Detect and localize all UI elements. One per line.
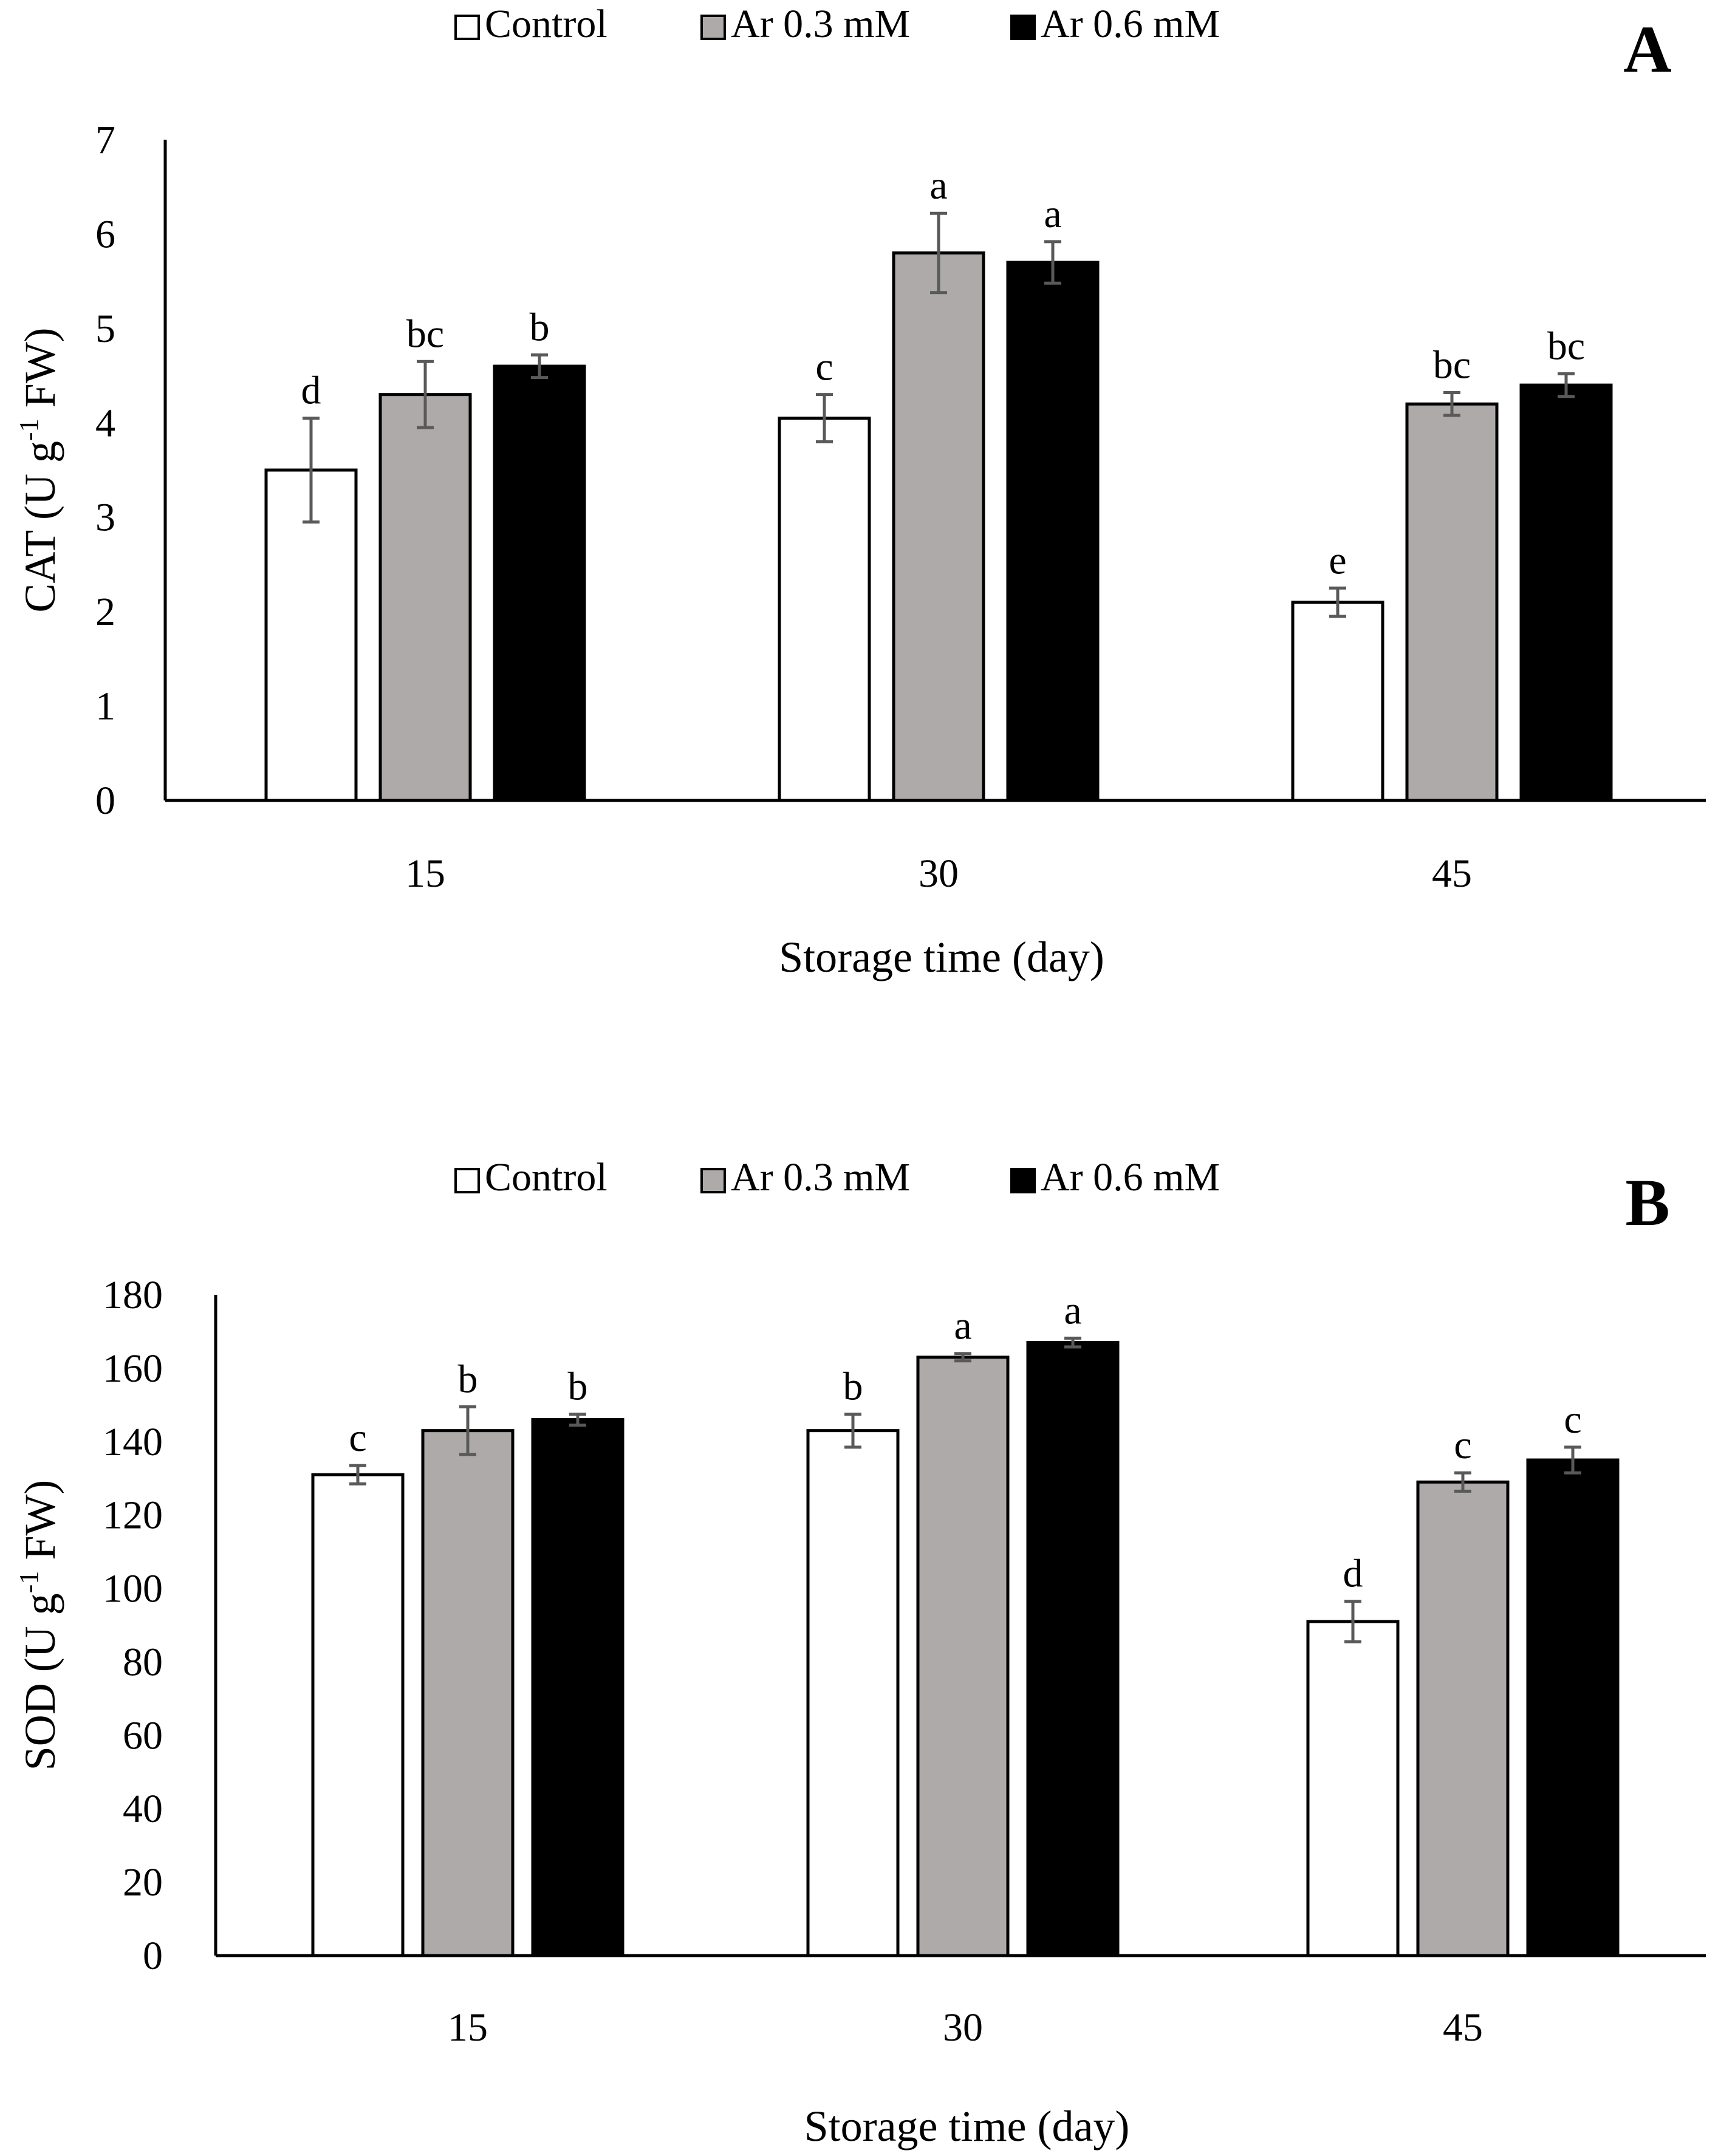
y-tick-label: 7 xyxy=(95,118,115,162)
significance-letter: bc xyxy=(1433,343,1471,387)
bar-control-45 xyxy=(1306,1620,1400,1957)
significance-letter: d xyxy=(1343,1552,1363,1596)
significance-letter: b xyxy=(530,305,550,349)
bar-ar-0-3-mm-45 xyxy=(1405,402,1499,802)
y-tick-label: 3 xyxy=(95,496,115,540)
bar-ar-0-6-mm-30 xyxy=(1026,1341,1120,1957)
y-tick-label: 120 xyxy=(103,1493,163,1538)
significance-letter: d xyxy=(301,369,321,413)
bar-control-15 xyxy=(311,1473,405,1957)
legend-swatch-0 xyxy=(454,1168,480,1193)
legend-label-0: Control xyxy=(485,1155,607,1199)
y-axis-label-main: CAT (U g xyxy=(16,441,64,613)
legend-label-1: Ar 0.3 mM xyxy=(731,2,910,46)
x-tick-label: 30 xyxy=(943,2005,983,2050)
significance-letter: e xyxy=(1329,538,1346,582)
y-axis-label-sup: -1 xyxy=(14,1571,44,1594)
y-tick-label: 160 xyxy=(103,1346,163,1391)
y-axis-label-end: FW) xyxy=(16,1480,64,1571)
x-tick-label: 15 xyxy=(448,2005,488,2050)
significance-letter: a xyxy=(1044,192,1061,236)
bar-ar-0-6-mm-15 xyxy=(493,364,586,802)
significance-letter: a xyxy=(929,163,947,208)
y-tick-label: 2 xyxy=(95,590,115,634)
significance-letter: c xyxy=(349,1416,366,1460)
x-tick-label: 15 xyxy=(405,851,445,896)
legend-label-2: Ar 0.6 mM xyxy=(1041,1155,1220,1199)
bar-control-15 xyxy=(264,468,358,802)
y-tick-label: 80 xyxy=(123,1640,163,1684)
legend-swatch-1 xyxy=(700,15,726,40)
panel-label: B xyxy=(1625,1165,1669,1240)
y-axis-label-main: SOD (U g xyxy=(16,1593,64,1770)
bar-ar-0-6-mm-45 xyxy=(1519,383,1613,802)
x-axis-label: Storage time (day) xyxy=(804,2102,1130,2151)
bar-ar-0-6-mm-30 xyxy=(1006,261,1100,802)
significance-letter: b xyxy=(458,1357,478,1401)
chart-panel-b: Control Ar 0.3 mM Ar 0.6 mM B 0 20 40 60 80 100 12… xyxy=(14,1155,1706,2151)
legend-swatch-2 xyxy=(1010,1168,1036,1193)
bar-control-45 xyxy=(1291,601,1384,802)
x-axis-label: Storage time (day) xyxy=(779,933,1104,981)
y-tick-label: 180 xyxy=(103,1273,163,1317)
bar-control-30 xyxy=(778,417,871,802)
y-tick-label: 1 xyxy=(95,684,115,729)
y-tick-label: 60 xyxy=(123,1713,163,1758)
x-tick-label: 45 xyxy=(1432,851,1472,896)
legend-label-2: Ar 0.6 mM xyxy=(1041,2,1220,46)
y-tick-label: 5 xyxy=(95,307,115,351)
y-tick-label: 40 xyxy=(123,1787,163,1831)
bar-ar-0-6-mm-15 xyxy=(531,1418,625,1957)
significance-letter: c xyxy=(815,345,833,389)
significance-letter: b xyxy=(843,1364,863,1408)
legend-label-0: Control xyxy=(485,2,607,46)
significance-letter: c xyxy=(1564,1397,1581,1442)
x-tick-label: 30 xyxy=(919,851,959,896)
bar-ar-0-3-mm-30 xyxy=(892,251,985,802)
bar-ar-0-3-mm-30 xyxy=(916,1356,1010,1957)
y-tick-label: 0 xyxy=(143,1934,163,1978)
y-axis-label: CAT (U g-1 FW) xyxy=(14,327,64,612)
legend-swatch-2 xyxy=(1010,15,1036,40)
y-tick-label: 140 xyxy=(103,1420,163,1464)
panel-label: A xyxy=(1623,12,1671,86)
significance-letter: bc xyxy=(1547,324,1585,368)
bar-ar-0-3-mm-15 xyxy=(378,393,472,802)
y-tick-label: 100 xyxy=(103,1567,163,1611)
y-tick-label: 6 xyxy=(95,212,115,256)
bar-ar-0-6-mm-45 xyxy=(1526,1458,1620,1957)
significance-letter: a xyxy=(954,1304,971,1348)
bar-ar-0-3-mm-15 xyxy=(421,1429,515,1957)
legend-label-1: Ar 0.3 mM xyxy=(731,1155,910,1199)
x-tick-label: 45 xyxy=(1443,2005,1483,2050)
y-tick-label: 0 xyxy=(95,779,115,823)
legend-swatch-0 xyxy=(454,15,480,40)
significance-letter: a xyxy=(1064,1288,1081,1332)
significance-letter: bc xyxy=(406,312,444,356)
significance-letter: c xyxy=(1454,1423,1471,1467)
y-axis-label: SOD (U g-1 FW) xyxy=(14,1480,64,1771)
y-tick-label: 4 xyxy=(95,401,115,445)
significance-letter: b xyxy=(568,1364,588,1408)
bar-ar-0-3-mm-45 xyxy=(1416,1480,1510,1957)
bar-control-30 xyxy=(806,1429,900,1957)
legend-swatch-1 xyxy=(700,1168,726,1193)
y-axis-label-sup: -1 xyxy=(14,418,44,441)
y-axis-label-end: FW) xyxy=(16,327,64,418)
y-tick-label: 20 xyxy=(123,1860,163,1905)
